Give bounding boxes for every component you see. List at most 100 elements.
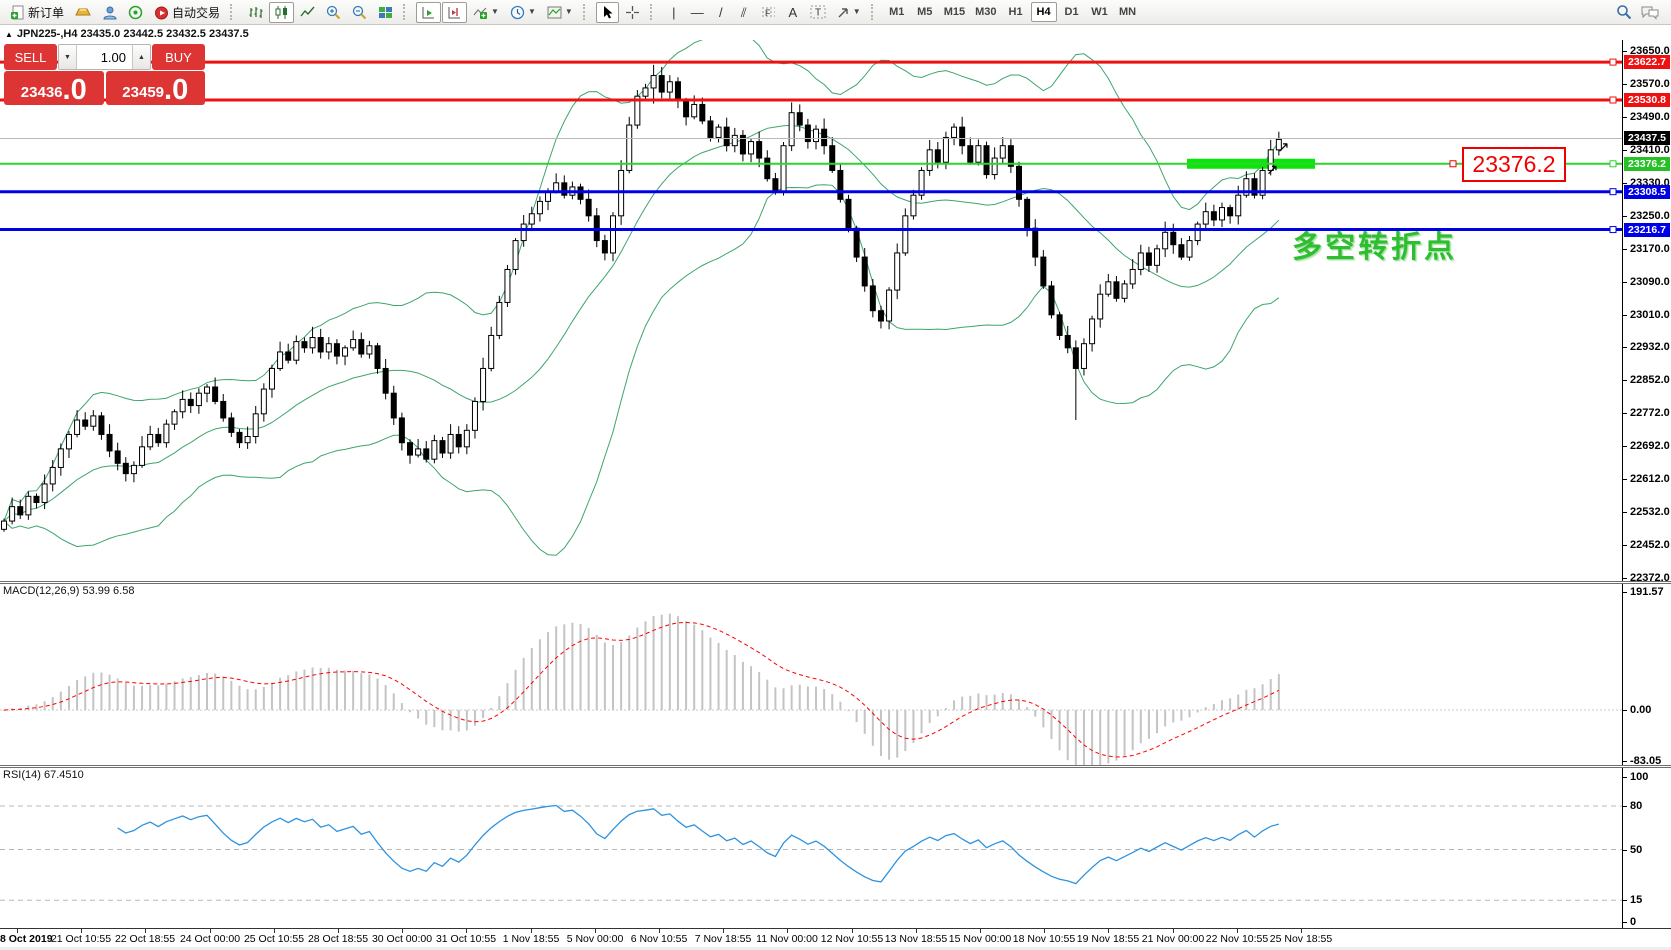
arrow-up-annotation[interactable]: ↗ xyxy=(1277,138,1290,156)
candle-body xyxy=(171,411,178,425)
macd-panel[interactable] xyxy=(0,584,1622,765)
auto-trading-button[interactable]: 自动交易 xyxy=(149,2,225,23)
main-chart[interactable]: ↗↗ xyxy=(0,40,1622,581)
panel-splitter[interactable] xyxy=(0,581,1671,584)
tf-h4[interactable]: H4 xyxy=(1030,2,1057,22)
accounts-button[interactable] xyxy=(97,2,122,23)
date-tick-label: 21 Nov 00:00 xyxy=(1141,933,1205,945)
price-callout-box[interactable]: 23376.2 xyxy=(1462,147,1566,182)
line-handle[interactable] xyxy=(1609,160,1617,168)
arrows-button[interactable]: ▼ xyxy=(832,2,866,23)
macd-histogram-bar xyxy=(457,710,460,732)
tile-windows-button[interactable] xyxy=(373,2,398,23)
candle-body xyxy=(853,227,860,258)
date-axis[interactable]: 8 Oct 2019 21 Oct 10:55 22 Oct 18:55 24 Oct… xyxy=(0,929,1622,947)
arrow-up-annotation[interactable]: ↗ xyxy=(1266,161,1279,179)
tf-d1[interactable]: D1 xyxy=(1064,6,1079,18)
equidistant-channel-button[interactable]: ⫽ xyxy=(733,2,755,23)
zoom-out-button[interactable] xyxy=(347,2,372,23)
text-button[interactable]: A xyxy=(782,2,804,23)
sell-button[interactable]: SELL xyxy=(4,44,57,70)
auto-scroll-button[interactable] xyxy=(416,1,442,23)
fibonacci-button[interactable]: F xyxy=(756,2,781,23)
candle-body xyxy=(1048,285,1055,316)
price-tick-label: 23570.0 xyxy=(1630,78,1670,90)
chat-icon[interactable] xyxy=(1640,4,1660,20)
macd-histogram-bar xyxy=(888,710,891,760)
volume-increase-button[interactable]: ▲ xyxy=(132,45,150,69)
date-tick xyxy=(1108,929,1109,933)
candle-body xyxy=(504,268,511,303)
tf-mn[interactable]: MN xyxy=(1118,6,1137,18)
line-handle[interactable] xyxy=(1609,188,1617,196)
zoom-in-button[interactable] xyxy=(321,2,346,23)
candle-body xyxy=(496,301,503,336)
text-label-button[interactable]: T xyxy=(805,2,831,23)
periods-button[interactable]: ▼ xyxy=(505,2,541,23)
panel-splitter[interactable] xyxy=(0,765,1671,768)
trendline-button[interactable]: / xyxy=(710,2,732,23)
chart-shift-button[interactable] xyxy=(442,1,468,23)
cursor-button[interactable] xyxy=(595,1,619,23)
vertical-line-button[interactable]: | xyxy=(663,2,685,23)
macd-signal-line xyxy=(3,621,1280,758)
macd-histogram-bar xyxy=(944,708,947,710)
turning-point-annotation[interactable]: 多空转折点 xyxy=(1292,231,1457,264)
tf-h1[interactable]: H1 xyxy=(1008,6,1023,18)
macd-histogram-bar xyxy=(571,622,574,710)
macd-histogram-bar xyxy=(173,681,176,710)
candle-body xyxy=(869,285,876,312)
macd-histogram-bar xyxy=(59,691,62,710)
templates-button[interactable]: ▼ xyxy=(542,2,578,23)
tf-m5[interactable]: M5 xyxy=(917,6,933,18)
new-order-button[interactable]: 新订单 xyxy=(5,2,69,23)
macd-histogram-bar xyxy=(790,685,793,710)
axis-tick xyxy=(1623,545,1627,546)
collapse-toggle-icon[interactable]: ▲ xyxy=(5,30,13,39)
candle-body xyxy=(33,495,40,504)
candle-body xyxy=(1105,281,1112,295)
candle-body xyxy=(772,178,779,192)
bar-chart-button[interactable] xyxy=(243,2,268,23)
volume-input[interactable]: 1.00 xyxy=(100,49,126,65)
indicators-button[interactable]: ▼ xyxy=(468,2,504,23)
candle-body xyxy=(65,433,72,450)
horizontal-line-button[interactable]: — xyxy=(686,2,709,23)
tf-m30[interactable]: M30 xyxy=(975,6,997,18)
price-axis[interactable]: 23650.0 23570.0 23490.0 23410.0 23330.0 23250… xyxy=(1622,40,1671,928)
tf-w1[interactable]: W1 xyxy=(1091,6,1108,18)
macd-histogram-bar xyxy=(977,693,980,710)
line-handle[interactable] xyxy=(1609,96,1617,104)
line-handle[interactable] xyxy=(1609,226,1617,234)
buy-quote[interactable]: 23459.0 xyxy=(105,71,205,105)
market-watch-button[interactable] xyxy=(70,2,96,23)
sell-quote[interactable]: 23436.0 xyxy=(4,71,104,105)
macd-histogram-bar xyxy=(279,677,282,710)
volume-decrease-button[interactable]: ▼ xyxy=(59,45,77,69)
line-handle[interactable] xyxy=(1449,160,1457,168)
svg-text:T: T xyxy=(815,8,821,19)
price-tick-label: 23170.0 xyxy=(1630,243,1670,255)
candle-body xyxy=(788,112,795,147)
line-chart-button[interactable] xyxy=(295,2,320,23)
candle-body xyxy=(1080,343,1087,369)
candle-body xyxy=(691,103,698,118)
signal-icon xyxy=(128,5,143,19)
signals-button[interactable] xyxy=(123,2,148,23)
search-icon[interactable] xyxy=(1616,4,1632,20)
line-chart-icon xyxy=(300,6,315,16)
tf-m15[interactable]: M15 xyxy=(943,6,966,18)
axis-tick xyxy=(1623,183,1627,184)
rsi-panel[interactable] xyxy=(0,768,1622,928)
macd-histogram-bar xyxy=(27,705,30,710)
candle-body xyxy=(439,440,446,454)
crosshair-button[interactable] xyxy=(620,2,645,23)
macd-histogram-bar xyxy=(43,701,46,710)
date-tick xyxy=(595,929,596,933)
candle-body xyxy=(17,506,24,516)
tf-m1[interactable]: M1 xyxy=(889,6,905,18)
line-handle[interactable] xyxy=(1609,58,1617,66)
candlestick-chart-button[interactable] xyxy=(269,1,295,23)
chart-title: JPN225-,H4 23435.0 23442.5 23432.5 23437… xyxy=(16,28,249,40)
buy-button[interactable]: BUY xyxy=(152,44,205,70)
